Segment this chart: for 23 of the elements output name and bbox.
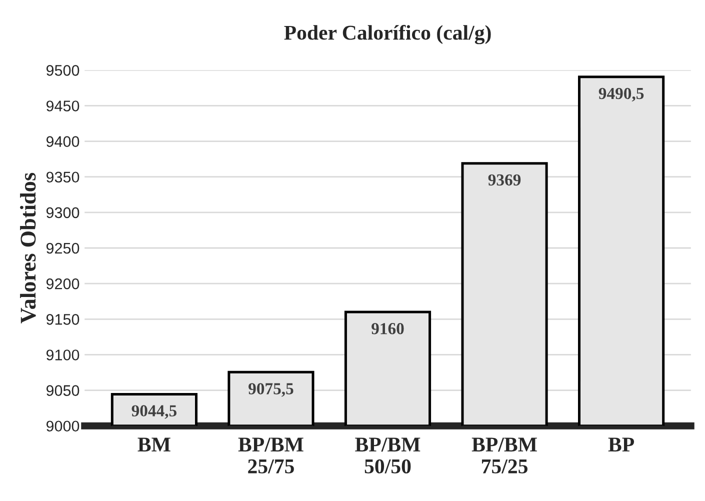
data-label: 9369 bbox=[488, 174, 521, 186]
y-tick-label: 9100 bbox=[46, 350, 80, 360]
y-tick-label: 9400 bbox=[46, 136, 80, 147]
chart-title: Poder Calorífico (cal/g) bbox=[284, 24, 491, 44]
y-tick-label: 9000 bbox=[46, 420, 80, 432]
x-tick-label: BP bbox=[608, 438, 634, 452]
y-tick-label: 9050 bbox=[46, 385, 80, 396]
y-tick-label: 9300 bbox=[46, 207, 80, 218]
y-tick-label: 9350 bbox=[46, 172, 80, 183]
y-tick-label: 9250 bbox=[46, 242, 80, 254]
y-tick-label: 9200 bbox=[46, 278, 80, 290]
x-tick-label: BP/BM 50/50 bbox=[355, 438, 420, 474]
y-tick-label: 9500 bbox=[46, 65, 80, 76]
data-label: 9044,5 bbox=[132, 405, 177, 419]
y-tick-label: 9150 bbox=[46, 314, 80, 325]
data-label: 9490,5 bbox=[598, 88, 644, 102]
data-label: 9160 bbox=[372, 323, 404, 334]
data-label: 9075,5 bbox=[248, 383, 294, 397]
x-tick-label: BM bbox=[138, 438, 170, 452]
y-axis-title: Valores Obtidos bbox=[20, 172, 36, 324]
y-tick-label: 9450 bbox=[46, 100, 80, 112]
x-tick-label: BP/BM 25/75 bbox=[238, 438, 304, 474]
x-tick-label: BP/BM 75/25 bbox=[472, 438, 537, 474]
